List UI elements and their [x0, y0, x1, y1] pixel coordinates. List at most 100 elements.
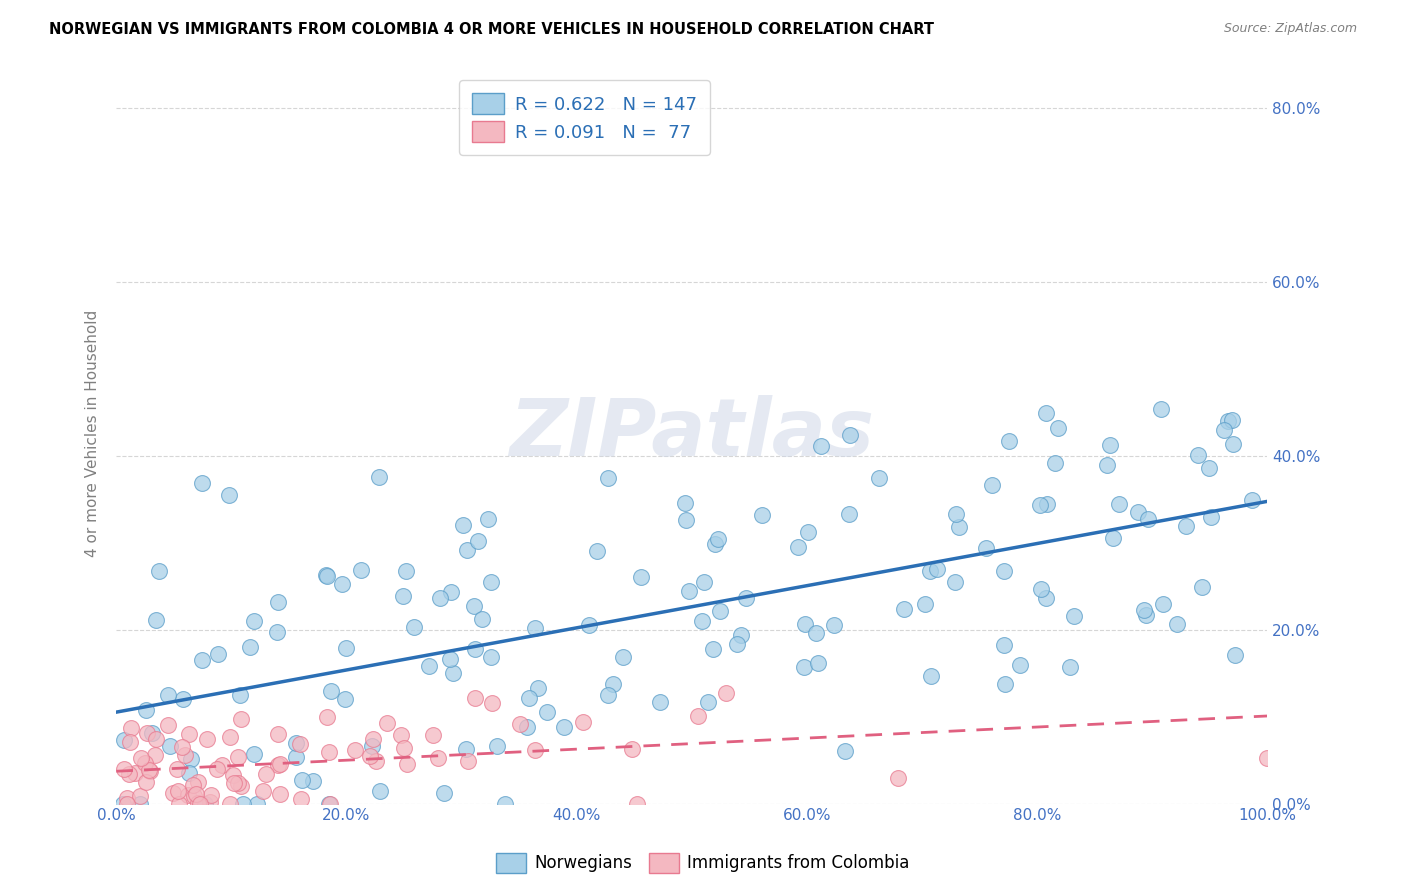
Point	[335, 640, 357, 655]
Point	[284, 749, 307, 764]
Point	[141, 726, 163, 740]
Point	[395, 757, 418, 772]
Point	[254, 767, 277, 781]
Point	[394, 740, 416, 755]
Point	[688, 709, 710, 723]
Point	[207, 647, 229, 661]
Point	[145, 732, 167, 747]
Point	[184, 788, 207, 802]
Point	[439, 652, 461, 666]
Point	[128, 789, 150, 803]
Point	[135, 703, 157, 717]
Point	[361, 739, 384, 753]
Point	[585, 544, 607, 558]
Point	[467, 533, 489, 548]
Point	[1098, 438, 1121, 452]
Point	[494, 797, 516, 811]
Point	[675, 513, 697, 527]
Point	[523, 621, 546, 635]
Point	[690, 615, 713, 629]
Point	[471, 612, 494, 626]
Point	[630, 570, 652, 584]
Point	[1136, 511, 1159, 525]
Point	[318, 797, 340, 811]
Y-axis label: 4 or more Vehicles in Household: 4 or more Vehicles in Household	[86, 310, 100, 558]
Point	[136, 725, 159, 739]
Point	[117, 767, 139, 781]
Point	[226, 776, 249, 790]
Point	[1059, 660, 1081, 674]
Point	[1028, 498, 1050, 512]
Point	[787, 540, 810, 554]
Point	[159, 739, 181, 753]
Point	[536, 706, 558, 720]
Point	[200, 789, 222, 803]
Point	[219, 797, 242, 811]
Point	[198, 796, 221, 810]
Point	[252, 784, 274, 798]
Point	[1036, 497, 1059, 511]
Point	[464, 690, 486, 705]
Point	[316, 569, 339, 583]
Point	[945, 507, 967, 521]
Point	[734, 591, 756, 605]
Point	[148, 564, 170, 578]
Point	[319, 797, 342, 811]
Point	[994, 677, 1017, 691]
Point	[229, 779, 252, 793]
Point	[395, 564, 418, 578]
Point	[457, 754, 479, 768]
Point	[188, 797, 211, 811]
Point	[343, 743, 366, 757]
Point	[115, 797, 138, 811]
Point	[173, 748, 195, 763]
Point	[124, 766, 146, 780]
Point	[266, 625, 288, 640]
Point	[834, 744, 856, 758]
Point	[111, 797, 134, 811]
Point	[725, 637, 748, 651]
Point	[366, 754, 388, 768]
Point	[404, 620, 426, 634]
Legend: R = 0.622   N = 147, R = 0.091   N =  77: R = 0.622 N = 147, R = 0.091 N = 77	[460, 80, 710, 154]
Point	[222, 768, 245, 782]
Point	[219, 731, 242, 745]
Point	[1135, 607, 1157, 622]
Point	[1046, 421, 1069, 435]
Point	[232, 797, 254, 811]
Point	[804, 626, 827, 640]
Point	[945, 574, 967, 589]
Point	[823, 618, 845, 632]
Point	[112, 762, 135, 776]
Point	[920, 669, 942, 683]
Point	[195, 731, 218, 746]
Point	[709, 604, 731, 618]
Point	[1150, 402, 1173, 417]
Point	[797, 525, 820, 540]
Point	[1035, 406, 1057, 420]
Point	[981, 478, 1004, 492]
Point	[1010, 657, 1032, 672]
Point	[464, 641, 486, 656]
Point	[810, 439, 832, 453]
Point	[673, 496, 696, 510]
Point	[463, 599, 485, 614]
Point	[231, 712, 253, 726]
Point	[162, 786, 184, 800]
Point	[291, 773, 314, 788]
Point	[1241, 493, 1264, 508]
Point	[509, 716, 531, 731]
Point	[143, 748, 166, 763]
Point	[751, 508, 773, 522]
Point	[1198, 461, 1220, 475]
Point	[730, 628, 752, 642]
Point	[269, 757, 291, 772]
Point	[1043, 456, 1066, 470]
Point	[596, 471, 619, 485]
Point	[179, 766, 201, 780]
Point	[1216, 414, 1239, 428]
Point	[678, 584, 700, 599]
Point	[553, 720, 575, 734]
Point	[838, 508, 860, 522]
Point	[139, 764, 162, 779]
